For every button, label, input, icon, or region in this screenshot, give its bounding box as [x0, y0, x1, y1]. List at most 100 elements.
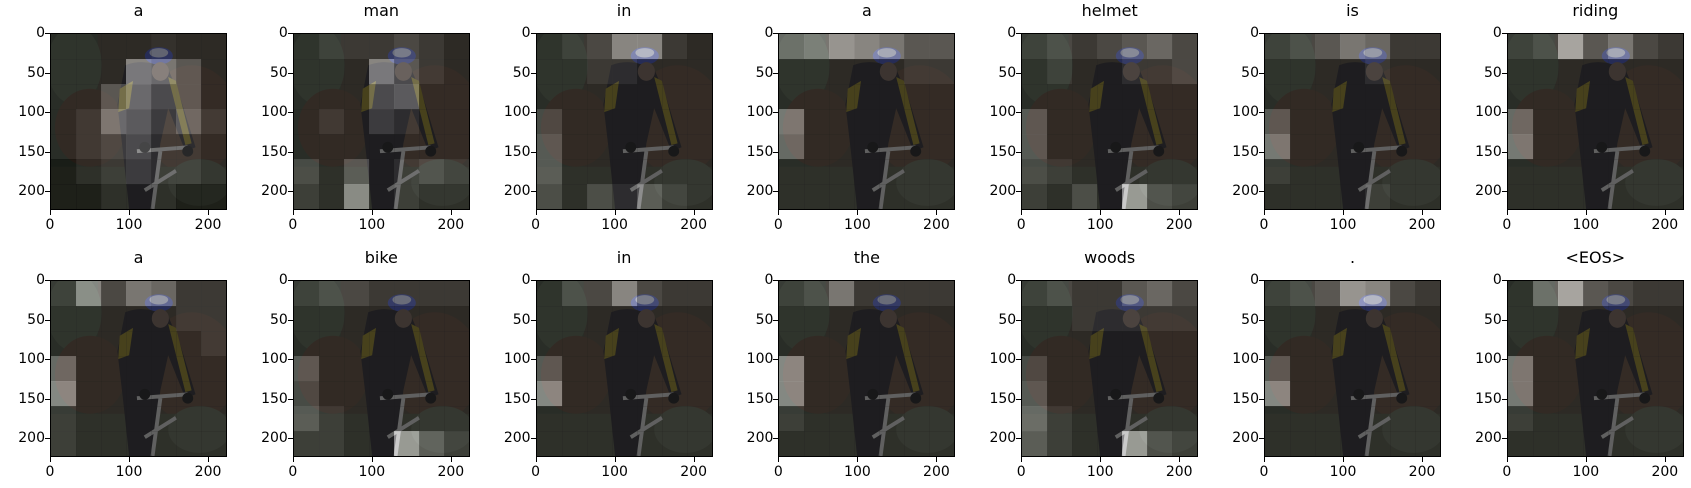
y-tick — [45, 359, 50, 361]
attention-cell — [1022, 381, 1048, 407]
attention-cell — [1122, 134, 1148, 160]
y-tick — [1016, 319, 1022, 321]
y-tick — [287, 398, 293, 400]
attention-cell — [1265, 406, 1291, 432]
attention-cell — [176, 134, 202, 160]
attention-cell — [1022, 84, 1048, 110]
attention-cell — [686, 34, 712, 60]
y-tick — [45, 33, 50, 34]
attention-cell — [1290, 184, 1316, 209]
y-tick-label: 200 — [261, 430, 288, 447]
attention-cell — [636, 306, 662, 332]
attention-cell — [1172, 306, 1198, 332]
attention-cell — [1390, 109, 1416, 135]
subplot-1: man 0 50 100 150 200 0 100 200 — [261, 1, 470, 233]
attention-cell — [779, 34, 805, 60]
attention-cell — [1122, 59, 1148, 85]
attention-cell — [318, 84, 345, 110]
subplot-title: <EOS> — [1565, 248, 1626, 267]
attention-cell — [318, 34, 345, 60]
attention-cell — [1290, 331, 1316, 357]
attention-cell — [443, 34, 469, 60]
attention-cell — [318, 59, 345, 85]
attention-cell — [368, 184, 395, 209]
x-tick — [371, 210, 373, 215]
attention-cell — [536, 356, 562, 382]
attention-cell — [126, 306, 152, 332]
attention-cell — [686, 331, 712, 357]
attention-cell — [1315, 134, 1341, 160]
attention-cell — [201, 431, 226, 456]
y-tick-label: 150 — [261, 390, 288, 407]
subplot-12: . 0 50 100 150 200 0 100 200 — [1232, 248, 1441, 480]
attention-cell — [393, 184, 420, 209]
attention-cell — [929, 159, 955, 185]
attention-cell — [1265, 281, 1291, 307]
attention-cell — [393, 34, 420, 60]
attention-cell — [536, 281, 562, 307]
y-tick-label: 50 — [1241, 64, 1259, 81]
image-axes — [50, 33, 227, 210]
y-tick — [1501, 33, 1507, 34]
attention-cell — [854, 431, 880, 456]
y-tick-label: 0 — [1492, 272, 1502, 288]
attention-cell — [536, 184, 562, 209]
attention-cell — [1532, 406, 1559, 432]
attention-cell — [1657, 406, 1683, 432]
x-tick — [1585, 210, 1587, 215]
attention-cell — [929, 281, 955, 307]
attention-cell — [904, 159, 930, 185]
attention-cell — [636, 159, 662, 185]
y-tick — [45, 151, 50, 153]
attention-cell — [1657, 34, 1683, 60]
attention-cell — [1072, 306, 1098, 332]
attention-cell — [76, 109, 102, 135]
subplot-title: is — [1346, 1, 1359, 20]
attention-cell — [1022, 306, 1048, 332]
attention-cell — [1415, 306, 1440, 332]
y-tick-label: 150 — [503, 143, 531, 160]
attention-cell — [1632, 306, 1659, 332]
attention-cell — [443, 431, 469, 456]
attention-cell — [343, 34, 370, 60]
attention-image — [1022, 281, 1198, 456]
image-axes — [50, 280, 227, 457]
attention-cell — [343, 109, 370, 135]
attention-cell — [1097, 356, 1123, 382]
attention-cell — [1557, 306, 1584, 332]
image-axes — [292, 280, 470, 457]
attention-cell — [586, 184, 612, 209]
attention-cell — [1072, 281, 1098, 307]
attention-cell — [779, 406, 805, 432]
attention-cell — [1390, 331, 1416, 357]
attention-cell — [1147, 59, 1173, 85]
attention-cell — [854, 306, 880, 332]
subplot-0: a 0 50 100 150 200 0 100 200 — [18, 1, 227, 233]
attention-cell — [368, 84, 395, 110]
attention-cell — [51, 306, 77, 332]
y-tick-label: 200 — [503, 430, 531, 447]
y-tick — [1016, 151, 1022, 153]
attention-cell — [1265, 109, 1291, 135]
y-tick-label: 150 — [1475, 143, 1502, 160]
attention-cell — [1657, 59, 1683, 85]
attention-cell — [1507, 281, 1534, 307]
subplot-8: bike 0 50 100 150 200 0 100 200 — [261, 248, 470, 480]
x-tick-label: 0 — [45, 217, 55, 233]
y-tick — [45, 438, 50, 440]
x-tick-label: 0 — [1016, 464, 1026, 480]
attention-cell — [1415, 356, 1440, 382]
attention-cell — [1172, 59, 1198, 85]
attention-cell — [879, 84, 905, 110]
attention-cell — [1022, 431, 1048, 456]
attention-cell — [418, 134, 445, 160]
attention-cell — [418, 431, 445, 456]
attention-cell — [101, 159, 127, 185]
attention-cell — [1390, 134, 1416, 160]
attention-cell — [1097, 134, 1123, 160]
attention-cell — [176, 431, 202, 456]
x-tick — [292, 210, 294, 215]
attention-cell — [393, 59, 420, 85]
attention-cell — [1657, 184, 1683, 209]
attention-cell — [1072, 356, 1098, 382]
